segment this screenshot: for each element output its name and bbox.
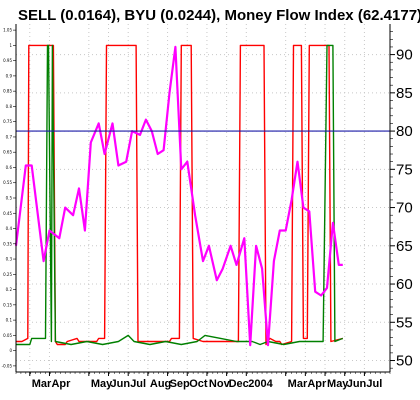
left-tick-label: 1: [9, 43, 12, 48]
left-tick-label: 0.5: [6, 196, 13, 201]
x-tick-label: Dec: [229, 378, 249, 390]
x-tick-label: Jun: [111, 378, 131, 390]
axes: -0.05 0 0.05 0.1 0.15 0.2 0.25 0.3 0.35 0.4 0.45 0.…: [2, 24, 413, 390]
chart-title: SELL (0.0164), BYU (0.0244), Money Flow …: [18, 7, 420, 24]
left-tick-label: 0.35: [3, 241, 12, 246]
left-tick-label: 0.6: [6, 165, 13, 170]
left-tick-label: -0.05: [2, 363, 13, 368]
right-tick-label: 90: [396, 47, 413, 64]
left-tick-label: 0.25: [3, 272, 12, 277]
right-tick-label: 65: [396, 238, 413, 255]
left-tick-label: 0.05: [3, 333, 12, 338]
x-tick-label: Aug: [150, 378, 171, 390]
series-line-1: [16, 44, 343, 346]
left-tick-label: 0.8: [6, 104, 13, 109]
series-line-3: [14, 45, 343, 347]
x-tick-label: Apr: [307, 378, 327, 390]
left-tick-label: 0.45: [3, 211, 12, 216]
right-tick-label: 70: [396, 200, 413, 217]
left-tick-label: 0.15: [3, 302, 12, 307]
right-tick-label: 85: [396, 85, 413, 102]
right-tick-label: 50: [396, 353, 413, 370]
right-tick-label: 60: [396, 276, 413, 293]
x-tick-label: Mar: [288, 378, 308, 390]
left-tick-label: 0.2: [6, 287, 13, 292]
left-tick-label: 1.05: [3, 28, 12, 33]
right-tick-label: 55: [396, 314, 413, 331]
x-tick-label: Mar: [32, 378, 52, 390]
x-tick-label: May: [327, 378, 349, 390]
series-line-2: [16, 44, 344, 346]
right-tick-label: 75: [396, 161, 413, 178]
x-tick-label: 2004: [248, 378, 273, 390]
left-tick-label: 0: [9, 348, 12, 353]
x-tick-label: Nov: [209, 378, 231, 390]
left-tick-label: 0.95: [3, 58, 12, 63]
x-tick-label: Oct: [189, 378, 208, 390]
x-tick-label: Sep: [170, 378, 190, 390]
left-tick-label: 0.75: [3, 119, 12, 124]
series-layer: [14, 44, 344, 347]
x-tick-label: Jul: [130, 378, 146, 390]
left-tick-label: 0.1: [6, 318, 13, 323]
left-tick-label: 0.7: [6, 134, 13, 139]
left-tick-label: 0.3: [6, 257, 13, 262]
left-tick-label: 0.65: [3, 150, 12, 155]
left-tick-label: 0.55: [3, 180, 12, 185]
left-tick-label: 0.9: [6, 73, 13, 78]
x-tick-label: May: [91, 378, 113, 390]
x-tick-label: Apr: [51, 378, 71, 390]
right-tick-label: 80: [396, 123, 413, 140]
x-tick-label: Jun: [347, 378, 367, 390]
x-tick-label: Jul: [366, 378, 382, 390]
left-tick-label: 0.85: [3, 89, 12, 94]
left-tick-label: 0.4: [6, 226, 13, 231]
